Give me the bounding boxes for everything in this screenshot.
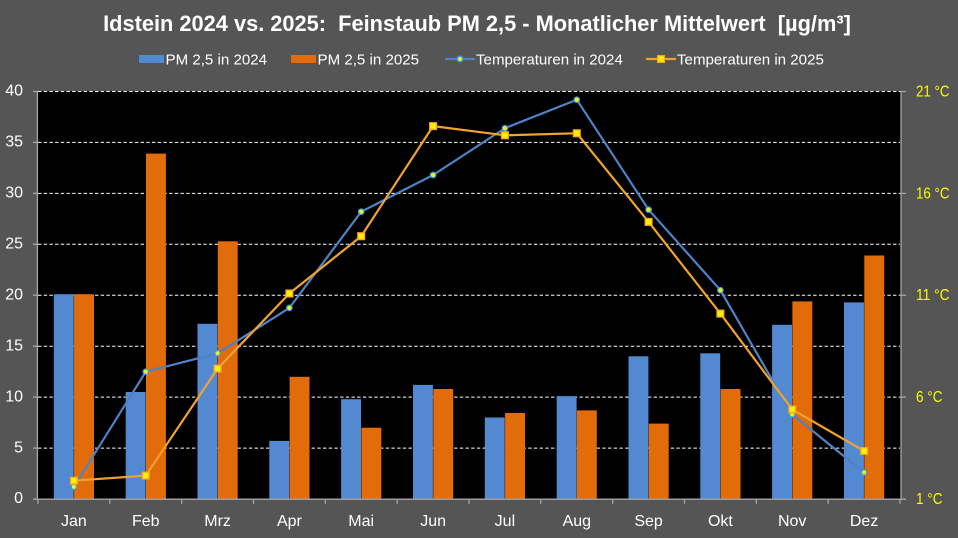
svg-text:Jan: Jan xyxy=(61,513,87,530)
svg-text:25: 25 xyxy=(5,236,23,253)
svg-text:Sep: Sep xyxy=(634,513,663,530)
svg-text:Feb: Feb xyxy=(132,513,160,530)
svg-text:Idstein 2024 vs. 2025: Feinst: Idstein 2024 vs. 2025: Feinstaub PM 2,5 … xyxy=(103,11,851,36)
svg-text:6 °C: 6 °C xyxy=(916,389,943,406)
svg-text:Okt: Okt xyxy=(708,513,733,530)
svg-text:Jun: Jun xyxy=(420,513,446,530)
svg-text:Mai: Mai xyxy=(348,513,374,530)
svg-text:Apr: Apr xyxy=(277,513,303,530)
svg-text:Nov: Nov xyxy=(778,513,806,530)
svg-text:40: 40 xyxy=(5,83,23,100)
svg-text:Jul: Jul xyxy=(495,513,515,530)
svg-text:5: 5 xyxy=(14,439,23,456)
svg-text:15: 15 xyxy=(5,337,23,354)
svg-text:10: 10 xyxy=(5,388,23,405)
svg-text:35: 35 xyxy=(5,134,23,151)
svg-text:Mrz: Mrz xyxy=(204,513,231,530)
svg-text:30: 30 xyxy=(5,185,23,202)
svg-text:PM 2,5 in 2025: PM 2,5 in 2025 xyxy=(318,52,420,69)
svg-text:16 °C: 16 °C xyxy=(916,185,950,202)
svg-text:Dez: Dez xyxy=(850,513,878,530)
svg-text:0: 0 xyxy=(14,490,23,507)
svg-text:PM 2,5 in 2024: PM 2,5 in 2024 xyxy=(166,52,268,69)
svg-text:1 °C: 1 °C xyxy=(916,491,943,508)
svg-text:Temperaturen in 2025: Temperaturen in 2025 xyxy=(677,52,824,69)
svg-text:Aug: Aug xyxy=(563,513,591,530)
svg-text:20: 20 xyxy=(5,286,23,303)
svg-text:11 °C: 11 °C xyxy=(916,287,950,304)
svg-text:Temperaturen in 2024: Temperaturen in 2024 xyxy=(476,52,623,69)
svg-text:21 °C: 21 °C xyxy=(916,84,950,101)
